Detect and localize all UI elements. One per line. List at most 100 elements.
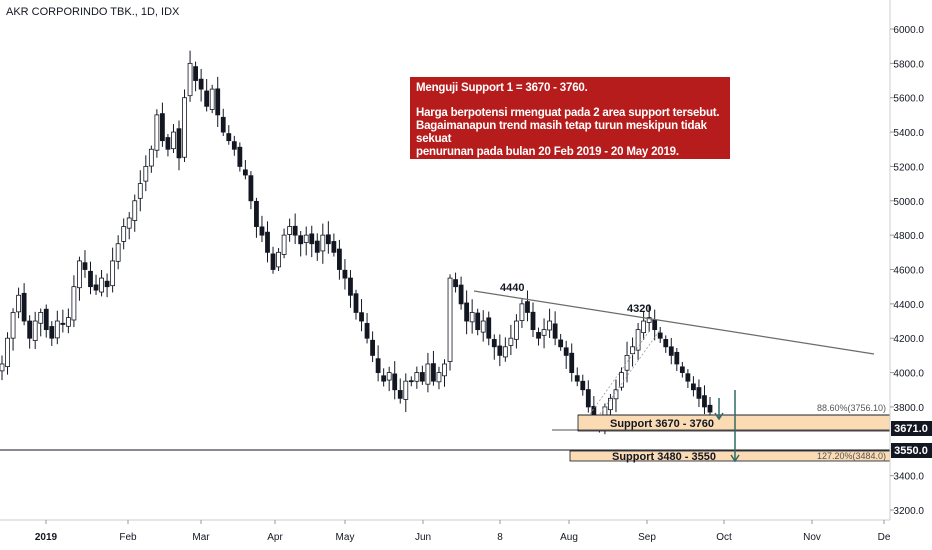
price-tick-label: 4600.0 bbox=[893, 266, 924, 277]
candle-down bbox=[204, 90, 210, 107]
candle-down bbox=[43, 308, 49, 331]
candle-down bbox=[309, 233, 315, 245]
candle-down bbox=[104, 280, 110, 288]
candle-down bbox=[491, 339, 497, 348]
candle-up bbox=[65, 317, 71, 327]
candle-up bbox=[5, 337, 10, 368]
candle-down bbox=[342, 269, 348, 279]
analysis-note: Menguji Support 1 = 3670 - 3760. Harga b… bbox=[410, 77, 730, 159]
candle-up bbox=[10, 312, 16, 339]
candle-up bbox=[143, 166, 149, 182]
price-tick-label: 4800.0 bbox=[893, 231, 924, 242]
candle-down bbox=[49, 326, 55, 339]
candle-up bbox=[508, 337, 514, 346]
candle-down bbox=[314, 240, 320, 253]
candle-up bbox=[110, 260, 116, 287]
time-tick-label: May bbox=[336, 532, 355, 543]
candle-down bbox=[657, 332, 663, 339]
candle-up bbox=[514, 320, 519, 340]
current-price-badge: 3671.0 bbox=[891, 421, 932, 436]
candle-up bbox=[38, 312, 44, 324]
candle-up bbox=[386, 372, 392, 381]
candle-up bbox=[519, 303, 525, 321]
candle-down bbox=[569, 352, 575, 373]
candle-down bbox=[585, 389, 591, 408]
time-tick-label: Apr bbox=[267, 532, 283, 543]
line-price-badge: 3550.0 bbox=[891, 443, 932, 458]
candle-up bbox=[281, 234, 287, 255]
candle-up bbox=[630, 346, 635, 355]
candle-up bbox=[303, 234, 309, 244]
price-tick-label: 3800.0 bbox=[893, 403, 924, 414]
candle-down bbox=[497, 345, 503, 356]
candle-down bbox=[691, 383, 696, 391]
fib-label-1: 88.60%(3756.10) bbox=[817, 403, 886, 413]
time-axis[interactable]: 2019 Feb Mar Apr May Jun 8 Aug Sep Oct Nov De bbox=[35, 520, 891, 543]
peak-label-4440: 4440 bbox=[500, 282, 524, 294]
candle-down bbox=[536, 332, 541, 339]
candle-down bbox=[325, 234, 331, 245]
candle-down bbox=[248, 175, 254, 202]
candle-up bbox=[425, 363, 431, 385]
candle-down bbox=[475, 312, 481, 331]
time-tick-label: De bbox=[878, 532, 891, 543]
symbol-title: AKR CORPORINDO TBK., 1D, IDX bbox=[6, 6, 180, 18]
candle-down bbox=[348, 277, 353, 296]
candle-up bbox=[16, 294, 21, 313]
note-line-2: Bagaimanapun trend masih tetap turun mes… bbox=[416, 120, 707, 145]
candle-up bbox=[148, 148, 154, 167]
time-tick-label: Sep bbox=[638, 532, 656, 543]
candle-up bbox=[137, 183, 143, 199]
candle-up bbox=[442, 363, 447, 377]
price-tick-label: 4400.0 bbox=[893, 300, 924, 311]
time-tick-label: 2019 bbox=[35, 532, 58, 543]
candle-down bbox=[375, 358, 381, 373]
time-tick-label: Oct bbox=[716, 532, 732, 543]
candle-down bbox=[242, 169, 248, 176]
short-arrow-icon bbox=[714, 398, 724, 421]
candle-down bbox=[254, 200, 259, 227]
candle-up bbox=[99, 277, 104, 293]
candle-down bbox=[60, 322, 66, 325]
note-line-3: penurunan pada bulan 20 Feb 2019 - 20 Ma… bbox=[416, 146, 679, 158]
candle-down bbox=[419, 372, 425, 382]
price-axis[interactable]: 6000.0 5800.0 5600.0 5400.0 5200.0 5000.0 4800… bbox=[890, 25, 924, 517]
peak-label-4320: 4320 bbox=[627, 303, 651, 315]
candle-up bbox=[187, 62, 193, 97]
dotted-line-1 bbox=[589, 329, 651, 415]
candle-up bbox=[469, 312, 475, 323]
candle-up bbox=[32, 320, 38, 341]
candle-down bbox=[707, 404, 713, 413]
candle-down bbox=[458, 284, 464, 305]
candles-group bbox=[0, 50, 713, 435]
candle-down bbox=[591, 405, 597, 416]
candle-down bbox=[464, 302, 470, 322]
candle-down bbox=[679, 366, 685, 373]
candle-down bbox=[292, 225, 298, 236]
candle-up bbox=[403, 380, 409, 400]
candle-up bbox=[447, 277, 453, 362]
candle-up bbox=[126, 217, 132, 229]
candle-up bbox=[276, 251, 281, 268]
support-2-label: Support 3480 - 3550 bbox=[612, 451, 716, 463]
candle-down bbox=[27, 320, 33, 339]
candle-down bbox=[663, 339, 669, 348]
line-price-label: 3550.0 bbox=[894, 445, 928, 457]
candle-up bbox=[414, 372, 420, 382]
candle-down bbox=[486, 317, 492, 339]
candle-down bbox=[176, 128, 182, 159]
candle-down bbox=[370, 339, 375, 356]
candle-down bbox=[392, 373, 398, 391]
candle-down bbox=[193, 66, 198, 81]
candle-down bbox=[431, 363, 436, 382]
candle-up bbox=[77, 260, 82, 289]
candle-down bbox=[265, 231, 270, 253]
price-tick-label: 4000.0 bbox=[893, 369, 924, 380]
candle-up bbox=[132, 200, 138, 221]
candle-down bbox=[88, 270, 93, 288]
time-tick-label: 8 bbox=[497, 532, 503, 543]
candle-down bbox=[21, 292, 27, 322]
candle-down bbox=[259, 226, 265, 236]
price-tick-label: 5800.0 bbox=[893, 59, 924, 70]
candle-down bbox=[397, 390, 403, 399]
